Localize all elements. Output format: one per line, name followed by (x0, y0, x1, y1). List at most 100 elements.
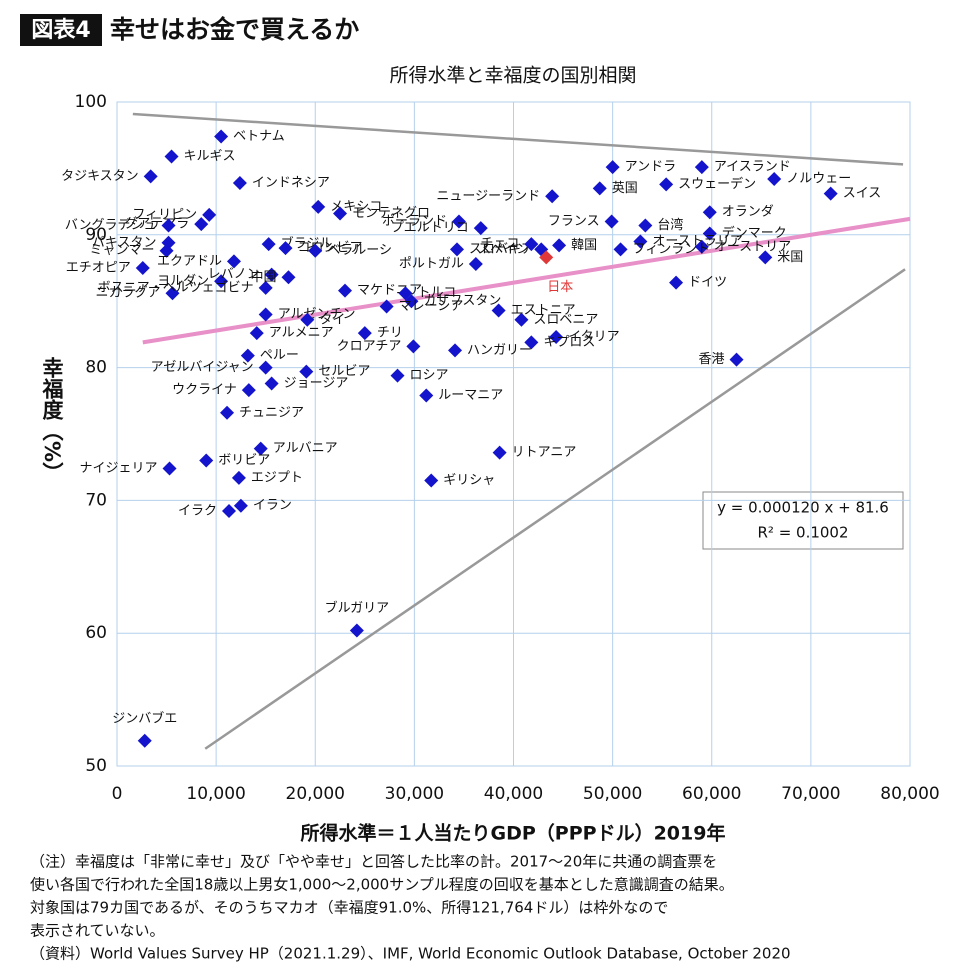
point-label: プエルトリコ (391, 221, 469, 236)
point (258, 360, 273, 375)
point-label: セルビア (318, 364, 370, 379)
point (419, 388, 434, 403)
point (232, 176, 247, 191)
point-label: タジキスタン (61, 169, 139, 184)
point (308, 243, 323, 258)
point (214, 129, 229, 144)
point (492, 445, 507, 460)
point-label: スウェーデン (678, 176, 756, 192)
point-label: ロシア (410, 368, 449, 383)
point-label: 米国 (777, 250, 803, 265)
point-label: イタリア (568, 330, 619, 345)
point (222, 504, 237, 519)
point-label: ポルトガル (399, 257, 464, 272)
equation: y = 0.000120 x + 81.6 (717, 499, 889, 517)
x-tick-label: 40,000 (484, 784, 543, 804)
point (299, 364, 314, 379)
point (261, 237, 276, 252)
point-label: アンドラ (625, 160, 676, 175)
point-label: ノルウェー (786, 172, 851, 187)
point-label: ブルガリア (325, 600, 390, 616)
point-label: イラン (253, 498, 292, 513)
y-tick-label: 50 (85, 756, 107, 776)
point-label: トルコ (417, 286, 456, 301)
x-tick-label: 80,000 (880, 784, 939, 804)
point (613, 242, 628, 257)
point-label: アルメニア (269, 326, 334, 341)
point-label: オーストラリア (652, 234, 742, 249)
tag-box (20, 14, 102, 46)
point-label: ウクライナ (172, 383, 237, 398)
point-label: オランダ (722, 205, 774, 220)
point-label: アルゼンチン (278, 307, 356, 322)
point (514, 312, 529, 327)
point-label: アルバニア (273, 441, 338, 456)
point-label: フィンランド (633, 242, 711, 257)
x-tick-label: 70,000 (781, 784, 840, 804)
y-tick-label: 100 (75, 92, 107, 112)
point-label: ベトナム (233, 129, 285, 144)
point (258, 280, 273, 295)
point-label: エチオピア (66, 261, 131, 276)
point-label: 日本 (547, 280, 573, 295)
point (449, 242, 464, 257)
point (702, 205, 717, 220)
x-tick-label: 30,000 (385, 784, 444, 804)
point-label: リトアニア (512, 445, 577, 460)
point (337, 283, 352, 298)
point (638, 218, 653, 233)
equation-box (702, 491, 904, 550)
point-label: チリ (377, 326, 403, 341)
point (758, 250, 773, 265)
point (729, 352, 744, 367)
x-tick-label: 50,000 (583, 784, 642, 804)
point-label: ジョージア (284, 376, 349, 391)
plot-frame (116, 101, 911, 767)
point (220, 405, 235, 420)
point (524, 237, 539, 252)
point-label: フィリピン (132, 207, 197, 222)
point-label: パキスタン (92, 235, 157, 250)
point (468, 257, 483, 272)
y-tick-label: 80 (85, 358, 107, 378)
point-label: モンテネグロ (352, 206, 430, 221)
point-label: レバノン (208, 267, 260, 282)
trend-line (142, 216, 911, 345)
point (404, 294, 419, 309)
x-tick-label: 0 (112, 784, 123, 804)
point-label: ミャンマー (90, 243, 155, 258)
point-label: ハンガリー (467, 343, 532, 358)
point (767, 172, 782, 187)
point (199, 453, 214, 468)
point (379, 299, 394, 314)
point-label: 韓国 (571, 238, 597, 253)
point (253, 441, 268, 456)
trend-line (132, 112, 904, 166)
point (552, 238, 567, 253)
point (240, 348, 255, 363)
note-line: （注）幸福度は「非常に幸せ」及び「やや幸せ」と回答した比率の計。2017〜20年… (30, 853, 717, 871)
point-label: クロアチア (337, 339, 402, 354)
point (390, 368, 405, 383)
point (231, 470, 246, 485)
point (633, 234, 648, 249)
point-label: 台湾 (657, 217, 683, 233)
point (258, 307, 273, 322)
point-label: スイス (843, 186, 882, 201)
header-tag: 図表4 (31, 18, 90, 43)
x-tick-label: 10,000 (186, 784, 245, 804)
point (214, 274, 229, 289)
point (264, 267, 279, 282)
notes: （注）幸福度は「非常に幸せ」及び「やや幸せ」と回答した比率の計。2017〜20年… (30, 853, 791, 963)
x-tick-label: 20,000 (286, 784, 345, 804)
point-label: アイスランド (714, 160, 791, 175)
point (264, 376, 279, 391)
point (137, 733, 152, 748)
y-tick-label: 70 (85, 490, 107, 510)
point (226, 254, 241, 269)
point-label: ポーランド (382, 214, 447, 229)
point (669, 275, 684, 290)
point-label: スロバキア (469, 242, 534, 257)
point-label: スロベニア (533, 312, 598, 327)
